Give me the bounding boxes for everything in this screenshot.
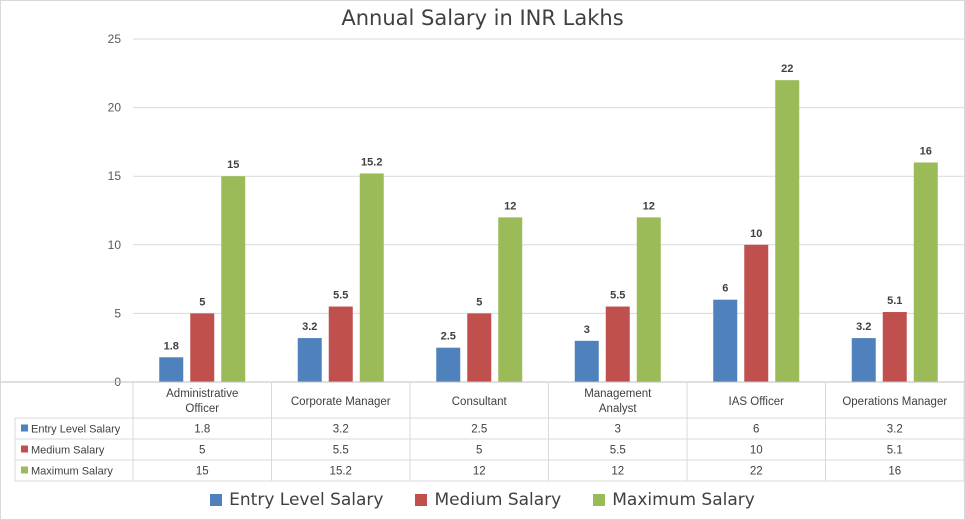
table-cell: 5	[199, 445, 205, 457]
x-category-label: Corporate Manager	[291, 396, 391, 408]
data-label: 12	[504, 200, 516, 212]
table-cell: 3.2	[333, 424, 349, 436]
data-label: 5	[199, 296, 205, 308]
table-cell: 3.2	[887, 424, 903, 436]
table-legend-key	[21, 445, 28, 453]
bar	[190, 313, 215, 382]
data-label: 22	[781, 63, 793, 75]
table-legend-key	[21, 424, 28, 432]
table-cell: 15	[196, 466, 209, 478]
x-category-label: Operations Manager	[842, 396, 947, 408]
table-cell: 22	[750, 466, 763, 478]
table-legend-key	[21, 466, 28, 474]
y-tick-label: 15	[108, 169, 122, 183]
table-cell: 1.8	[194, 424, 210, 436]
bar	[713, 299, 738, 382]
bar	[882, 312, 907, 382]
table-cell: 5.1	[887, 445, 903, 457]
bar	[636, 217, 661, 382]
data-label: 6	[722, 283, 728, 295]
data-label: 10	[750, 228, 762, 240]
bar	[221, 176, 246, 382]
bar	[851, 338, 876, 382]
data-label: 5.5	[610, 290, 625, 302]
x-category-label: Management Analyst	[584, 388, 652, 415]
chart-legend: Entry Level Salary Medium Salary Maximum S…	[1, 490, 964, 510]
bar	[467, 313, 492, 382]
data-label: 5	[476, 296, 482, 308]
bar	[605, 306, 630, 382]
data-label: 3.2	[856, 321, 871, 333]
y-tick-label: 5	[114, 306, 121, 320]
table-cell: 10	[750, 445, 763, 457]
legend-item: Entry Level Salary	[210, 490, 383, 510]
bar	[775, 80, 800, 382]
bar	[744, 244, 769, 382]
table-series-name: Entry Level Salary	[31, 424, 121, 436]
data-label: 1.8	[164, 340, 179, 352]
data-label: 15	[227, 159, 239, 171]
table-cell: 15.2	[330, 466, 352, 478]
table-cell: 12	[473, 466, 486, 478]
legend-swatch	[210, 494, 223, 506]
legend-swatch	[415, 494, 428, 506]
table-cell: 5.5	[610, 445, 626, 457]
y-tick-label: 25	[108, 32, 122, 46]
table-cell: 12	[611, 466, 624, 478]
x-category-label: Administrative Officer	[166, 388, 238, 415]
bar	[574, 340, 599, 382]
bar	[913, 162, 938, 382]
y-tick-label: 10	[108, 238, 122, 252]
bar	[498, 217, 523, 382]
x-category-label: IAS Officer	[729, 396, 785, 408]
data-label: 3	[584, 324, 590, 336]
bar	[159, 357, 184, 382]
legend-label: Medium Salary	[434, 490, 562, 510]
data-label: 5.5	[333, 290, 348, 302]
bar	[297, 338, 322, 382]
table-cell: 3	[615, 424, 621, 436]
x-category-label: Consultant	[452, 396, 508, 408]
bar	[359, 173, 384, 382]
data-label: 2.5	[441, 331, 456, 343]
legend-swatch	[593, 494, 606, 506]
data-label: 16	[920, 145, 932, 157]
table-series-name: Medium Salary	[31, 445, 105, 457]
bar	[328, 306, 353, 382]
table-cell: 6	[753, 424, 759, 436]
table-series-name: Maximum Salary	[31, 466, 113, 478]
data-label: 5.1	[887, 295, 902, 307]
y-tick-label: 20	[108, 101, 122, 115]
legend-label: Maximum Salary	[612, 490, 755, 510]
table-cell: 16	[888, 466, 901, 478]
legend-item: Medium Salary	[415, 490, 561, 510]
data-label: 15.2	[361, 156, 382, 168]
chart-title: Annual Salary in INR Lakhs	[341, 6, 624, 30]
table-cell: 5.5	[333, 445, 349, 457]
data-label: 3.2	[302, 321, 317, 333]
bar	[436, 347, 461, 382]
table-cell: 5	[476, 445, 482, 457]
legend-label: Entry Level Salary	[229, 490, 384, 510]
legend-item: Maximum Salary	[593, 490, 755, 510]
table-cell: 2.5	[471, 424, 487, 436]
data-label: 12	[643, 200, 655, 212]
